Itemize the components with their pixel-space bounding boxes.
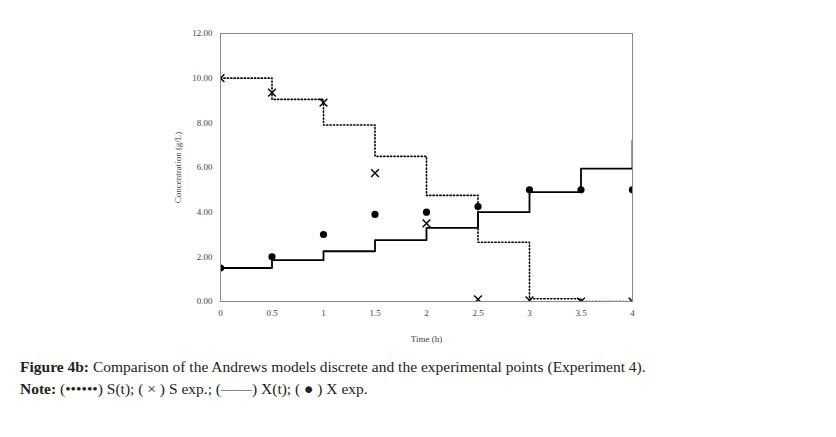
svg-text:4: 4 — [630, 308, 635, 318]
svg-text:0.5: 0.5 — [266, 308, 278, 318]
svg-text:2.5: 2.5 — [472, 308, 484, 318]
html-text:Note: (••••••) S(t); ( × ) S e: Note: (••••••) S(t); ( × ) S exp.; (——) … — [20, 380, 368, 397]
svg-text:6.00: 6.00 — [197, 162, 213, 172]
svg-text:4.00: 4.00 — [197, 207, 213, 217]
svg-text:Concentration (g/L): Concentration (g/L) — [173, 132, 183, 204]
svg-text:12.00: 12.00 — [192, 28, 213, 38]
svg-text:3: 3 — [527, 308, 532, 318]
svg-text:8.00: 8.00 — [197, 118, 213, 128]
svg-text:0: 0 — [218, 308, 223, 318]
svg-text:1: 1 — [321, 308, 326, 318]
svg-text:3.5: 3.5 — [575, 308, 587, 318]
svg-text:0.00: 0.00 — [197, 296, 213, 306]
html-text:Figure 4b: Comparison of the A: Figure 4b: Comparison of the Andrews mod… — [20, 358, 646, 375]
svg-text:10.00: 10.00 — [192, 73, 213, 83]
svg-text:1.5: 1.5 — [369, 308, 381, 318]
svg-text:2.00: 2.00 — [197, 252, 213, 262]
svg-text:Time (h): Time (h) — [411, 334, 442, 344]
svg-text:2: 2 — [424, 308, 429, 318]
